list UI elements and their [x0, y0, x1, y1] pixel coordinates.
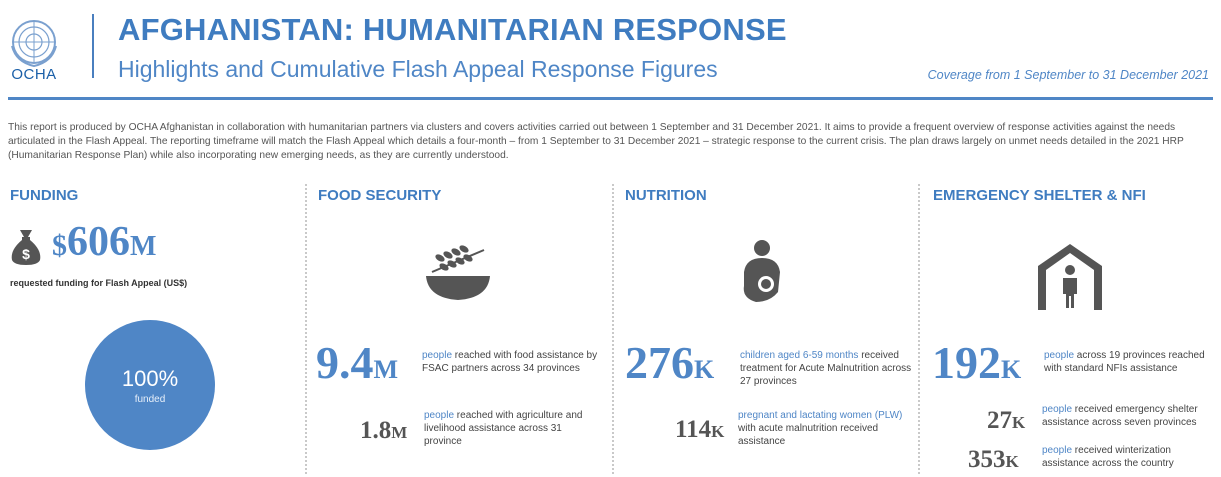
shelter-heading: EMERGENCY SHELTER & NFI — [933, 187, 1146, 204]
shelter-main-figure: 192K — [932, 337, 1022, 388]
nutrition-main-description: children aged 6-59 months received treat… — [740, 350, 912, 387]
header-divider — [92, 14, 94, 78]
funded-circle — [85, 320, 215, 450]
food-security-heading: FOOD SECURITY — [318, 187, 442, 204]
coverage-period: Coverage from 1 September to 31 December… — [927, 68, 1209, 82]
shelter-main-description: people across 19 provinces reached with … — [1044, 350, 1205, 374]
grain-bowl-icon — [426, 245, 490, 300]
column-divider — [305, 184, 307, 474]
column-divider — [918, 184, 920, 474]
nutrition-sub-description: pregnant and lactating women (PLW) with … — [738, 410, 903, 447]
ocha-logo-text: OCHA — [11, 66, 57, 83]
breastfeeding-icon — [743, 240, 780, 302]
funded-percentage: 100% — [121, 366, 179, 391]
nutrition-main-figure: 276K — [625, 337, 715, 388]
food-main-figure: 9.4M — [316, 337, 399, 388]
svg-text:$: $ — [22, 246, 30, 262]
food-sub-description: people reached with agriculture and live… — [424, 410, 583, 447]
page-subtitle: Highlights and Cumulative Flash Appeal R… — [118, 56, 718, 82]
funding-label: requested funding for Flash Appeal (US$) — [10, 278, 188, 288]
column-divider — [612, 184, 614, 474]
funded-label: funded — [134, 394, 166, 405]
nutrition-heading: NUTRITION — [625, 187, 707, 204]
header-rule — [8, 97, 1213, 100]
page-title: AFGHANISTAN: HUMANITARIAN RESPONSE — [118, 12, 787, 47]
nutrition-sub-figure: 114K — [675, 416, 725, 443]
intro-paragraph: This report is produced by OCHA Afghanis… — [8, 122, 1184, 161]
funding-heading: FUNDING — [10, 187, 79, 204]
funding-amount: $606M — [52, 219, 157, 265]
money-bag-icon: $ — [11, 230, 41, 265]
shelter-sub1-description: people received emergency shelter assist… — [1042, 404, 1198, 428]
food-main-description: people reached with food assistance by F… — [422, 350, 598, 374]
shelter-sub2-figure: 353K — [968, 446, 1019, 473]
shelter-sub1-figure: 27K — [987, 407, 1026, 434]
un-emblem-icon — [11, 20, 57, 68]
shelter-sub2-description: people received winterization assistance… — [1042, 445, 1174, 469]
food-sub-figure: 1.8M — [360, 417, 408, 444]
shelter-person-icon — [1038, 244, 1102, 310]
